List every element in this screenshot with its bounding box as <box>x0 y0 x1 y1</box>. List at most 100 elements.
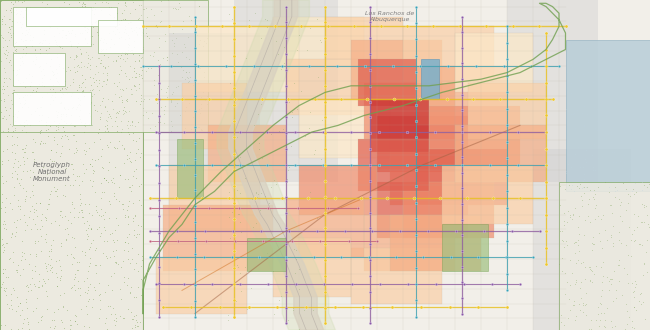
Point <box>176 96 187 101</box>
Point <box>365 20 376 25</box>
Point <box>235 162 245 168</box>
Point <box>53 307 63 312</box>
Point <box>79 122 89 128</box>
Point <box>579 185 590 190</box>
Point <box>5 57 16 62</box>
Point <box>5 5 16 11</box>
Point <box>68 132 78 138</box>
Point <box>51 75 62 81</box>
Point <box>627 318 637 323</box>
Point <box>184 79 194 84</box>
Point <box>14 301 25 306</box>
Point <box>108 176 118 181</box>
Point <box>83 145 94 150</box>
Point <box>257 155 267 160</box>
Point <box>107 107 118 112</box>
Point <box>109 81 119 86</box>
Point <box>72 267 83 273</box>
Point <box>311 228 322 234</box>
Point <box>569 188 580 194</box>
Point <box>138 31 148 36</box>
Point <box>135 101 146 107</box>
Point <box>107 230 117 236</box>
Point <box>51 108 62 113</box>
Point <box>0 58 6 63</box>
Bar <box>416 66 507 125</box>
Point <box>111 22 122 27</box>
Point <box>99 123 110 129</box>
Point <box>137 46 148 51</box>
Point <box>144 228 155 234</box>
Point <box>629 288 639 294</box>
Point <box>46 148 56 153</box>
Point <box>305 189 315 194</box>
Point <box>107 124 118 129</box>
Point <box>119 315 129 320</box>
Point <box>126 19 136 24</box>
Point <box>75 191 85 197</box>
Point <box>0 38 10 43</box>
Point <box>13 164 23 170</box>
Bar <box>377 115 468 172</box>
Point <box>589 104 599 109</box>
Point <box>281 36 291 41</box>
Point <box>153 119 164 124</box>
Point <box>100 104 110 109</box>
Point <box>51 284 62 289</box>
Bar <box>156 257 247 314</box>
Point <box>123 203 133 209</box>
Point <box>101 253 111 258</box>
Point <box>24 122 34 128</box>
Point <box>336 255 346 260</box>
Point <box>190 282 200 288</box>
Point <box>180 45 190 50</box>
Point <box>0 0 6 4</box>
Point <box>411 118 421 123</box>
Point <box>69 64 79 69</box>
Point <box>85 62 96 67</box>
Point <box>6 206 17 212</box>
Point <box>57 34 68 39</box>
Point <box>202 125 213 131</box>
Bar <box>403 182 494 238</box>
Bar <box>358 59 416 106</box>
Point <box>22 315 32 320</box>
Point <box>21 283 32 289</box>
Point <box>79 147 90 152</box>
Point <box>457 129 467 135</box>
Point <box>57 319 67 325</box>
Point <box>0 222 8 227</box>
Point <box>72 268 83 273</box>
Point <box>73 173 84 178</box>
Point <box>240 176 250 181</box>
Point <box>131 167 141 172</box>
Point <box>130 157 140 162</box>
Point <box>287 238 298 244</box>
Point <box>0 266 10 271</box>
Point <box>159 108 169 113</box>
Point <box>411 20 421 25</box>
Point <box>129 295 139 300</box>
Point <box>304 125 314 130</box>
Point <box>84 281 95 287</box>
Point <box>91 270 101 275</box>
Point <box>34 65 44 70</box>
Point <box>102 126 112 131</box>
Point <box>72 321 83 326</box>
Point <box>63 106 73 112</box>
Point <box>56 114 66 119</box>
Point <box>133 183 144 188</box>
Point <box>98 212 109 217</box>
Point <box>58 193 68 198</box>
Point <box>119 7 129 13</box>
Point <box>252 194 263 199</box>
Point <box>574 232 584 237</box>
Point <box>30 48 40 53</box>
Point <box>99 216 109 222</box>
Point <box>66 162 76 167</box>
Point <box>617 292 627 298</box>
Point <box>84 296 94 302</box>
Point <box>320 36 330 41</box>
Point <box>51 40 61 45</box>
Point <box>42 171 52 176</box>
